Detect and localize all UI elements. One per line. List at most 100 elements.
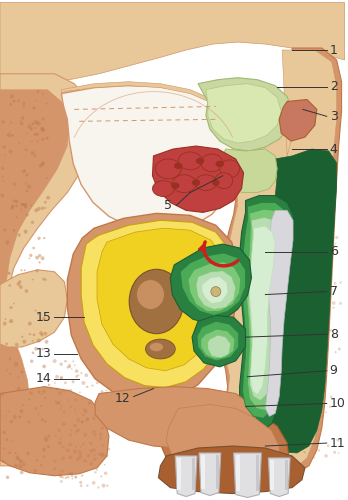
Circle shape — [46, 102, 48, 104]
Polygon shape — [0, 2, 345, 82]
Polygon shape — [202, 276, 228, 303]
Circle shape — [94, 471, 97, 474]
Circle shape — [318, 450, 320, 452]
Circle shape — [323, 324, 325, 326]
Circle shape — [17, 234, 21, 237]
Circle shape — [4, 154, 6, 156]
Circle shape — [44, 420, 47, 423]
Circle shape — [60, 408, 61, 410]
Text: 5: 5 — [164, 199, 172, 212]
Circle shape — [31, 140, 33, 142]
Circle shape — [20, 208, 22, 210]
Circle shape — [34, 310, 37, 312]
Polygon shape — [216, 48, 342, 476]
Circle shape — [26, 214, 29, 216]
Circle shape — [23, 202, 27, 207]
Circle shape — [42, 448, 46, 452]
Circle shape — [314, 350, 316, 352]
Circle shape — [11, 440, 12, 442]
Circle shape — [37, 313, 39, 315]
Circle shape — [18, 464, 23, 468]
Circle shape — [9, 306, 13, 309]
Polygon shape — [270, 460, 274, 490]
Polygon shape — [268, 458, 290, 496]
Circle shape — [81, 474, 84, 477]
Circle shape — [338, 348, 341, 350]
Circle shape — [62, 446, 64, 448]
Circle shape — [320, 328, 323, 331]
Circle shape — [24, 206, 27, 208]
Circle shape — [54, 382, 56, 384]
Circle shape — [34, 347, 38, 350]
Circle shape — [326, 216, 328, 218]
Circle shape — [19, 460, 23, 464]
Circle shape — [2, 145, 6, 148]
Polygon shape — [206, 84, 281, 143]
Circle shape — [53, 467, 56, 470]
Circle shape — [53, 359, 57, 363]
Circle shape — [9, 131, 11, 132]
Circle shape — [26, 452, 29, 455]
Circle shape — [28, 398, 31, 400]
Circle shape — [302, 403, 304, 405]
Circle shape — [83, 459, 87, 462]
Circle shape — [67, 476, 70, 478]
Circle shape — [5, 415, 7, 417]
Circle shape — [41, 418, 44, 422]
Circle shape — [315, 212, 317, 215]
Circle shape — [60, 362, 63, 366]
Circle shape — [32, 340, 33, 342]
Circle shape — [41, 128, 45, 132]
Circle shape — [41, 162, 45, 166]
Circle shape — [334, 282, 337, 285]
Circle shape — [27, 124, 31, 128]
Circle shape — [17, 100, 20, 102]
Polygon shape — [285, 460, 288, 490]
Ellipse shape — [212, 180, 219, 186]
Circle shape — [13, 200, 16, 202]
Circle shape — [27, 184, 31, 189]
Circle shape — [307, 360, 309, 362]
Circle shape — [306, 393, 307, 395]
Circle shape — [25, 289, 28, 293]
Circle shape — [96, 468, 98, 471]
Circle shape — [89, 442, 92, 445]
Circle shape — [78, 452, 82, 455]
Circle shape — [87, 454, 90, 458]
Text: 7: 7 — [330, 285, 338, 298]
Circle shape — [25, 174, 29, 176]
Circle shape — [69, 474, 71, 476]
Ellipse shape — [152, 180, 174, 196]
Circle shape — [55, 375, 59, 378]
Text: 12: 12 — [115, 392, 131, 405]
Circle shape — [20, 122, 23, 126]
Circle shape — [44, 436, 46, 438]
Circle shape — [1, 167, 4, 170]
Circle shape — [10, 206, 14, 210]
Polygon shape — [234, 453, 261, 498]
Circle shape — [35, 459, 38, 462]
Circle shape — [32, 352, 34, 354]
Circle shape — [305, 430, 308, 432]
Polygon shape — [177, 458, 181, 490]
Circle shape — [79, 481, 82, 484]
Circle shape — [334, 243, 336, 244]
Circle shape — [42, 456, 45, 458]
Circle shape — [81, 420, 84, 424]
Circle shape — [81, 381, 85, 385]
Ellipse shape — [150, 342, 163, 351]
Circle shape — [31, 204, 32, 206]
Circle shape — [62, 422, 66, 426]
Circle shape — [42, 118, 45, 120]
Circle shape — [62, 456, 65, 460]
Circle shape — [79, 450, 80, 452]
Ellipse shape — [137, 280, 164, 310]
Polygon shape — [220, 149, 277, 192]
Circle shape — [20, 203, 24, 206]
Polygon shape — [250, 226, 275, 394]
Polygon shape — [246, 210, 286, 410]
Circle shape — [328, 206, 330, 208]
Circle shape — [75, 375, 78, 378]
Polygon shape — [0, 270, 67, 347]
Text: 15: 15 — [35, 311, 52, 324]
